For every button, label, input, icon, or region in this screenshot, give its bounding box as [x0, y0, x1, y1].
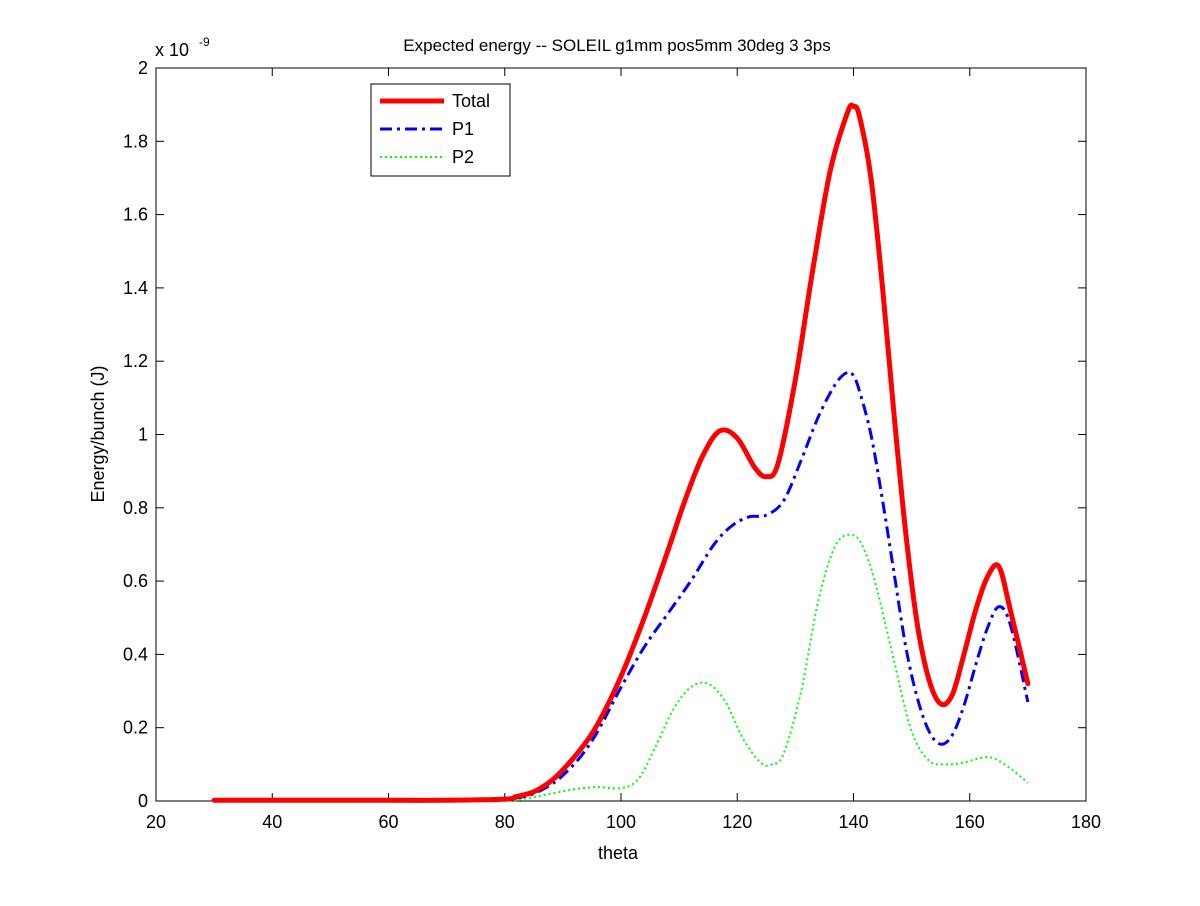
series-layer [211, 102, 1031, 803]
y-tick-label: 1.8 [123, 131, 148, 151]
y-tick-label: 0.6 [123, 571, 148, 591]
y-exponent-base: x 10 [155, 40, 189, 60]
y-tick-label: 0.2 [123, 718, 148, 738]
legend: Total P1 P2 [370, 83, 511, 177]
x-axis-label: theta [598, 843, 639, 863]
plot-area-frame [155, 67, 1087, 802]
legend-label-p1: P1 [452, 119, 474, 139]
x-axis-ticks: 20 40 60 80 100 120 140 160 180 [146, 68, 1101, 832]
legend-label-p2: P2 [452, 147, 474, 167]
y-axis-label: Energy/bunch (J) [88, 365, 108, 502]
y-tick-label: 0.4 [123, 644, 148, 664]
series-line-total [211, 102, 1031, 803]
x-tick-label: 120 [722, 812, 752, 832]
legend-label-total: Total [452, 91, 490, 111]
x-tick-label: 160 [955, 812, 985, 832]
x-tick-label: 180 [1071, 812, 1101, 832]
chart-title: Expected energy -- SOLEIL g1mm pos5mm 30… [403, 36, 830, 55]
y-tick-label: 1.4 [123, 278, 148, 298]
x-tick-label: 140 [838, 812, 868, 832]
x-tick-label: 20 [146, 812, 166, 832]
y-tick-label: 1.6 [123, 205, 148, 225]
y-tick-label: 0 [138, 791, 148, 811]
x-tick-label: 40 [262, 812, 282, 832]
x-tick-label: 100 [606, 812, 636, 832]
y-axis-exponent: x 10 -9 [155, 35, 210, 60]
y-tick-label: 2 [138, 58, 148, 78]
x-tick-label: 80 [495, 812, 515, 832]
y-exponent-power: -9 [199, 35, 210, 49]
series-line-p2 [214, 533, 1029, 803]
y-tick-label: 1.2 [123, 351, 148, 371]
x-tick-label: 60 [378, 812, 398, 832]
series-line-p1 [214, 370, 1030, 802]
y-axis-ticks: 0 0.2 0.4 0.6 0.8 1 1.2 1.4 1.6 1.8 2 [123, 58, 1086, 811]
y-tick-label: 0.8 [123, 498, 148, 518]
y-tick-label: 1 [138, 425, 148, 445]
